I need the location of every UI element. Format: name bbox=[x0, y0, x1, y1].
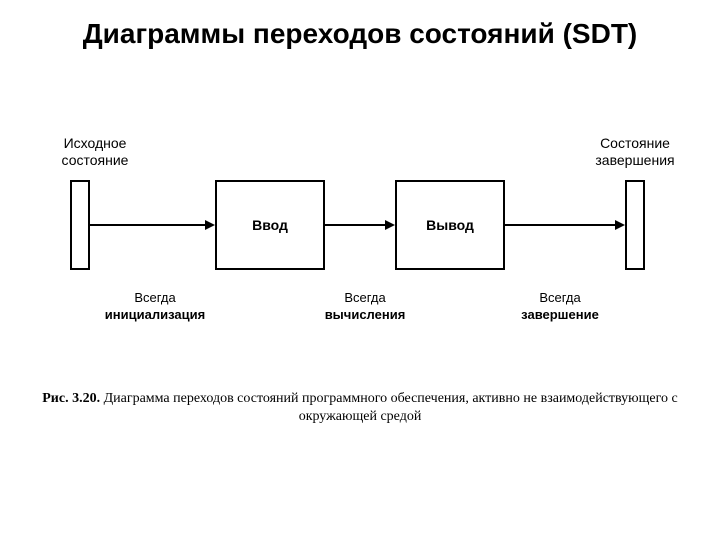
transition-bottom: инициализация bbox=[100, 307, 210, 324]
label-text: Исходное bbox=[64, 135, 127, 151]
transition-top: Всегда bbox=[510, 290, 610, 307]
arrow-line bbox=[325, 224, 387, 226]
figure-number: Рис. 3.20. bbox=[42, 391, 100, 406]
arrow-line bbox=[505, 224, 617, 226]
page-title: Диаграммы переходов состояний (SDT) bbox=[0, 0, 720, 60]
arrow-head-icon bbox=[385, 220, 395, 230]
initial-state-label: Исходное состояние bbox=[50, 135, 140, 169]
transition-label-compute: Всегда вычисления bbox=[315, 290, 415, 324]
arrow-head-icon bbox=[205, 220, 215, 230]
arrow-head-icon bbox=[615, 220, 625, 230]
box-label: Вывод bbox=[426, 217, 474, 233]
initial-state-box bbox=[70, 180, 90, 270]
input-state-box: Ввод bbox=[215, 180, 325, 270]
transition-top: Всегда bbox=[100, 290, 210, 307]
final-state-label: Состояние завершения bbox=[585, 135, 685, 169]
figure-caption: Рис. 3.20. Диаграмма переходов состояний… bbox=[0, 390, 720, 426]
transition-bottom: завершение bbox=[510, 307, 610, 324]
transition-label-init: Всегда инициализация bbox=[100, 290, 210, 324]
label-text: состояние bbox=[62, 152, 129, 168]
transition-top: Всегда bbox=[315, 290, 415, 307]
figure-text: Диаграмма переходов состояний программно… bbox=[104, 391, 678, 424]
label-text: завершения bbox=[595, 152, 674, 168]
final-state-box bbox=[625, 180, 645, 270]
arrow-line bbox=[90, 224, 207, 226]
transition-bottom: вычисления bbox=[315, 307, 415, 324]
output-state-box: Вывод bbox=[395, 180, 505, 270]
label-text: Состояние bbox=[600, 135, 670, 151]
transition-label-finish: Всегда завершение bbox=[510, 290, 610, 324]
box-label: Ввод bbox=[252, 217, 288, 233]
state-diagram: Исходное состояние Состояние завершения … bbox=[0, 90, 720, 370]
